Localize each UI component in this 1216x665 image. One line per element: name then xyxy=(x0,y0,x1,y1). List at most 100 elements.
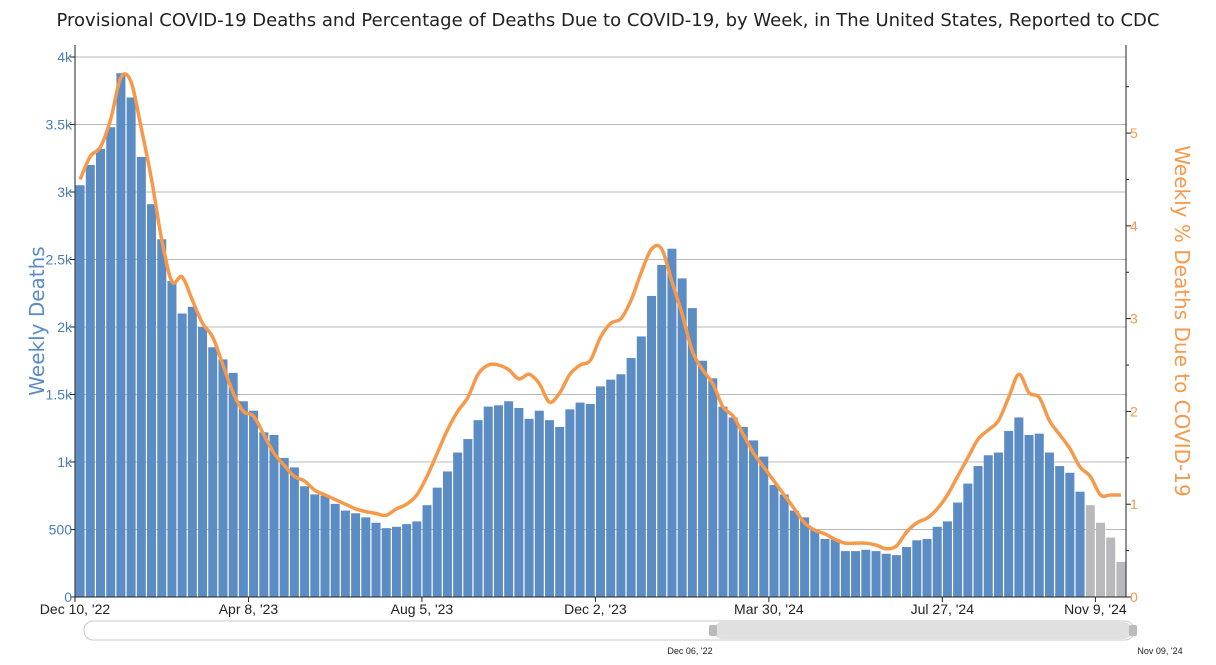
bar[interactable] xyxy=(1065,472,1075,597)
bar[interactable] xyxy=(106,127,116,597)
bar[interactable] xyxy=(1034,433,1044,597)
bar[interactable] xyxy=(340,510,350,597)
bar[interactable] xyxy=(993,452,1003,597)
bar[interactable] xyxy=(157,239,167,597)
bar[interactable] xyxy=(708,378,718,597)
bar[interactable] xyxy=(953,502,963,598)
bar[interactable] xyxy=(871,551,881,597)
bar[interactable] xyxy=(269,435,279,597)
bar[interactable] xyxy=(687,308,697,597)
bar[interactable] xyxy=(473,420,483,597)
bar[interactable] xyxy=(565,409,575,597)
bar[interactable] xyxy=(1116,561,1126,597)
bar[interactable] xyxy=(1075,491,1085,597)
bar[interactable] xyxy=(861,549,871,597)
bar[interactable] xyxy=(922,538,932,597)
bar[interactable] xyxy=(279,457,289,597)
bar[interactable] xyxy=(1085,505,1095,597)
bar[interactable] xyxy=(116,73,126,597)
bar[interactable] xyxy=(595,386,606,597)
bar[interactable] xyxy=(677,278,687,597)
bar[interactable] xyxy=(1095,522,1105,597)
bar[interactable] xyxy=(738,426,748,597)
navigator-left-handle[interactable] xyxy=(709,625,717,636)
bar[interactable] xyxy=(983,455,993,597)
bar[interactable] xyxy=(840,551,850,597)
bar[interactable] xyxy=(647,295,657,597)
bar[interactable] xyxy=(442,471,452,597)
bar[interactable] xyxy=(249,410,259,597)
bar[interactable] xyxy=(789,510,799,597)
range-navigator[interactable]: Dec 06, '22 Nov 09, '24 xyxy=(83,620,1183,656)
bar[interactable] xyxy=(391,526,401,597)
bar[interactable] xyxy=(555,426,565,597)
bar[interactable] xyxy=(218,359,228,597)
navigator-selection[interactable] xyxy=(714,622,1132,639)
bar[interactable] xyxy=(504,401,514,597)
bar[interactable] xyxy=(779,494,789,597)
bar[interactable] xyxy=(942,521,952,597)
bar[interactable] xyxy=(453,452,463,597)
bar[interactable] xyxy=(800,517,810,597)
bar[interactable] xyxy=(749,440,759,597)
bar[interactable] xyxy=(126,97,136,598)
bar[interactable] xyxy=(1014,417,1024,597)
bar[interactable] xyxy=(85,165,95,597)
bar[interactable] xyxy=(1024,435,1034,597)
bar[interactable] xyxy=(402,524,412,597)
bar[interactable] xyxy=(432,487,442,597)
bar[interactable] xyxy=(289,467,299,597)
bar[interactable] xyxy=(810,529,820,598)
bar[interactable] xyxy=(136,156,146,597)
bar[interactable] xyxy=(238,401,248,597)
bar[interactable] xyxy=(371,522,381,597)
bar[interactable] xyxy=(259,432,269,597)
bar[interactable] xyxy=(208,347,218,597)
bar[interactable] xyxy=(483,406,493,597)
bar[interactable] xyxy=(544,420,554,597)
bar[interactable] xyxy=(412,521,422,597)
bar[interactable] xyxy=(463,439,473,597)
bar[interactable] xyxy=(698,360,708,597)
bar[interactable] xyxy=(422,505,432,597)
bar[interactable] xyxy=(493,405,503,597)
bar[interactable] xyxy=(310,494,320,597)
bar[interactable] xyxy=(626,358,636,597)
bar[interactable] xyxy=(667,248,677,597)
bar[interactable] xyxy=(891,555,901,597)
bar[interactable] xyxy=(320,495,330,597)
bar[interactable] xyxy=(820,538,830,597)
bar[interactable] xyxy=(657,264,667,597)
percent-line[interactable] xyxy=(78,72,1121,551)
bar[interactable] xyxy=(361,517,371,597)
bar[interactable] xyxy=(177,313,187,598)
bar[interactable] xyxy=(616,374,626,597)
bar[interactable] xyxy=(932,526,942,597)
bar[interactable] xyxy=(1004,430,1014,597)
bar[interactable] xyxy=(167,281,177,597)
bar[interactable] xyxy=(300,486,310,597)
bar[interactable] xyxy=(881,553,891,597)
bar[interactable] xyxy=(514,408,524,597)
bar[interactable] xyxy=(606,379,616,597)
bar[interactable] xyxy=(963,483,973,597)
bar[interactable] xyxy=(769,484,779,597)
bar[interactable] xyxy=(228,372,238,597)
bar[interactable] xyxy=(75,185,85,597)
bar[interactable] xyxy=(728,417,738,597)
bar-series[interactable] xyxy=(75,73,1126,598)
bar[interactable] xyxy=(381,528,391,597)
bar[interactable] xyxy=(718,406,728,597)
navigator-right-handle[interactable] xyxy=(1129,625,1137,636)
bar[interactable] xyxy=(851,551,861,597)
bar[interactable] xyxy=(330,503,340,597)
bar[interactable] xyxy=(198,327,208,597)
bar[interactable] xyxy=(830,538,840,597)
bar[interactable] xyxy=(636,336,646,597)
bar[interactable] xyxy=(1044,452,1054,597)
bar[interactable] xyxy=(147,204,157,597)
bar[interactable] xyxy=(902,547,912,597)
bar[interactable] xyxy=(973,466,983,597)
bar[interactable] xyxy=(351,513,361,597)
line-series[interactable] xyxy=(78,72,1121,551)
